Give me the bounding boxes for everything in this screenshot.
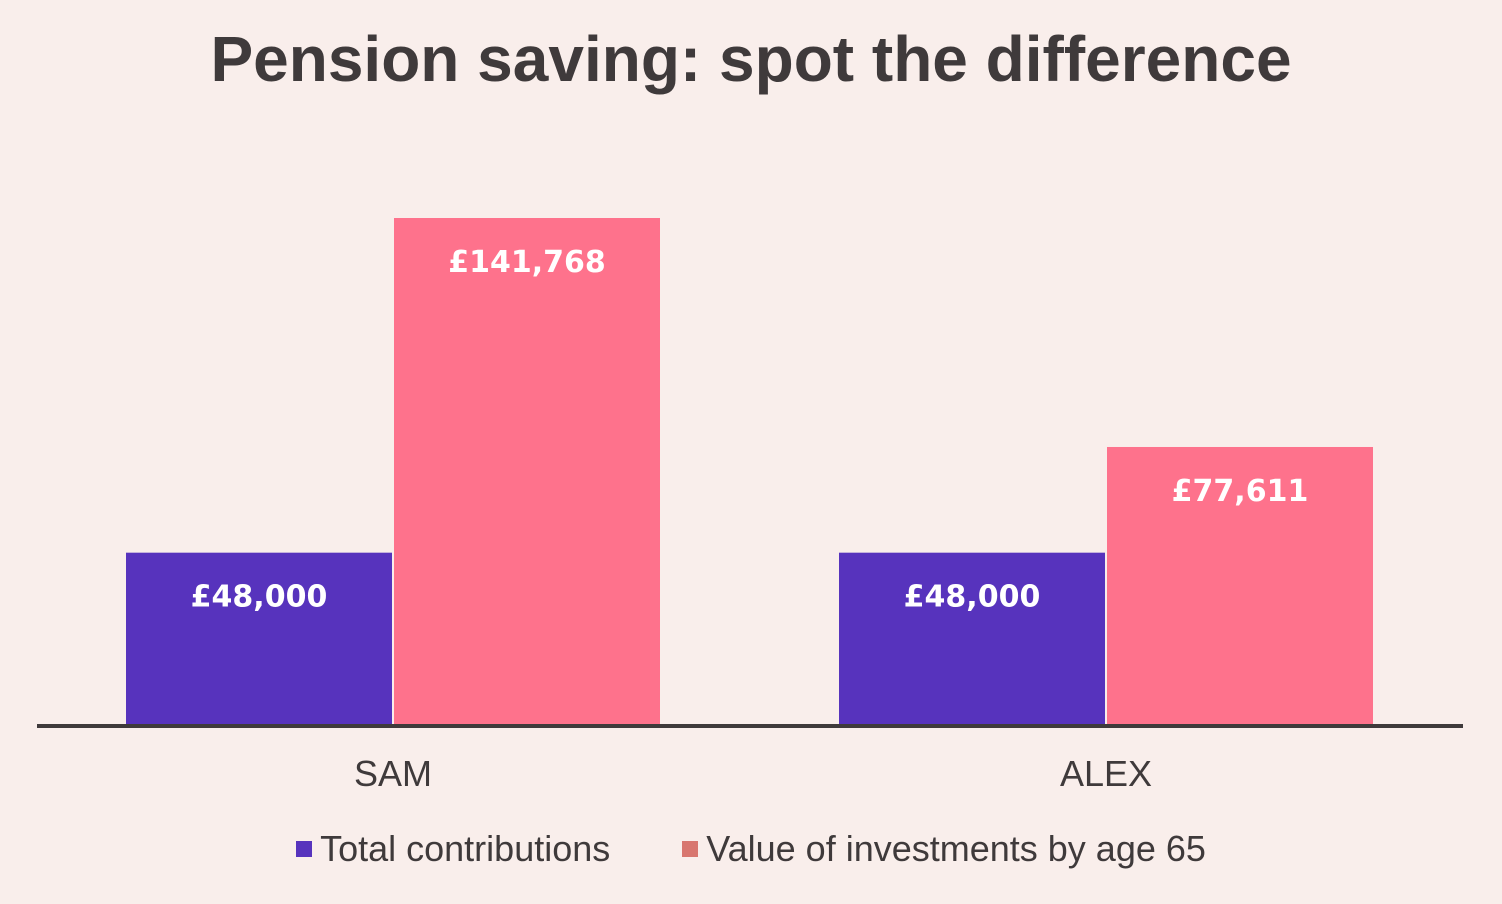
data-label-sam-investments: £141,768 [448, 245, 606, 280]
legend-label-value-of-investments: Value of investments by age 65 [706, 828, 1206, 869]
category-label-sam: SAM [354, 753, 432, 794]
legend-swatch-value-of-investments [682, 841, 699, 857]
category-label-alex: ALEX [1060, 753, 1152, 794]
legend-swatch-total-contributions [296, 841, 313, 857]
bar-sam-investments [394, 218, 660, 724]
data-label-alex-investments: £77,611 [1172, 474, 1309, 509]
bar-sam-contributions [126, 552, 392, 724]
legend-item-total-contributions: Total contributions [296, 828, 610, 870]
legend-label-total-contributions: Total contributions [320, 828, 611, 869]
chart-legend: Total contributions Value of investments… [0, 828, 1502, 870]
bar-alex-investments [1107, 446, 1373, 724]
data-label-alex-contributions: £48,000 [904, 580, 1041, 615]
chart-title: Pension saving: spot the difference [210, 23, 1292, 95]
data-label-sam-contributions: £48,000 [191, 580, 328, 615]
legend-item-value-of-investments: Value of investments by age 65 [682, 828, 1206, 870]
bar-alex-contributions [839, 552, 1105, 724]
